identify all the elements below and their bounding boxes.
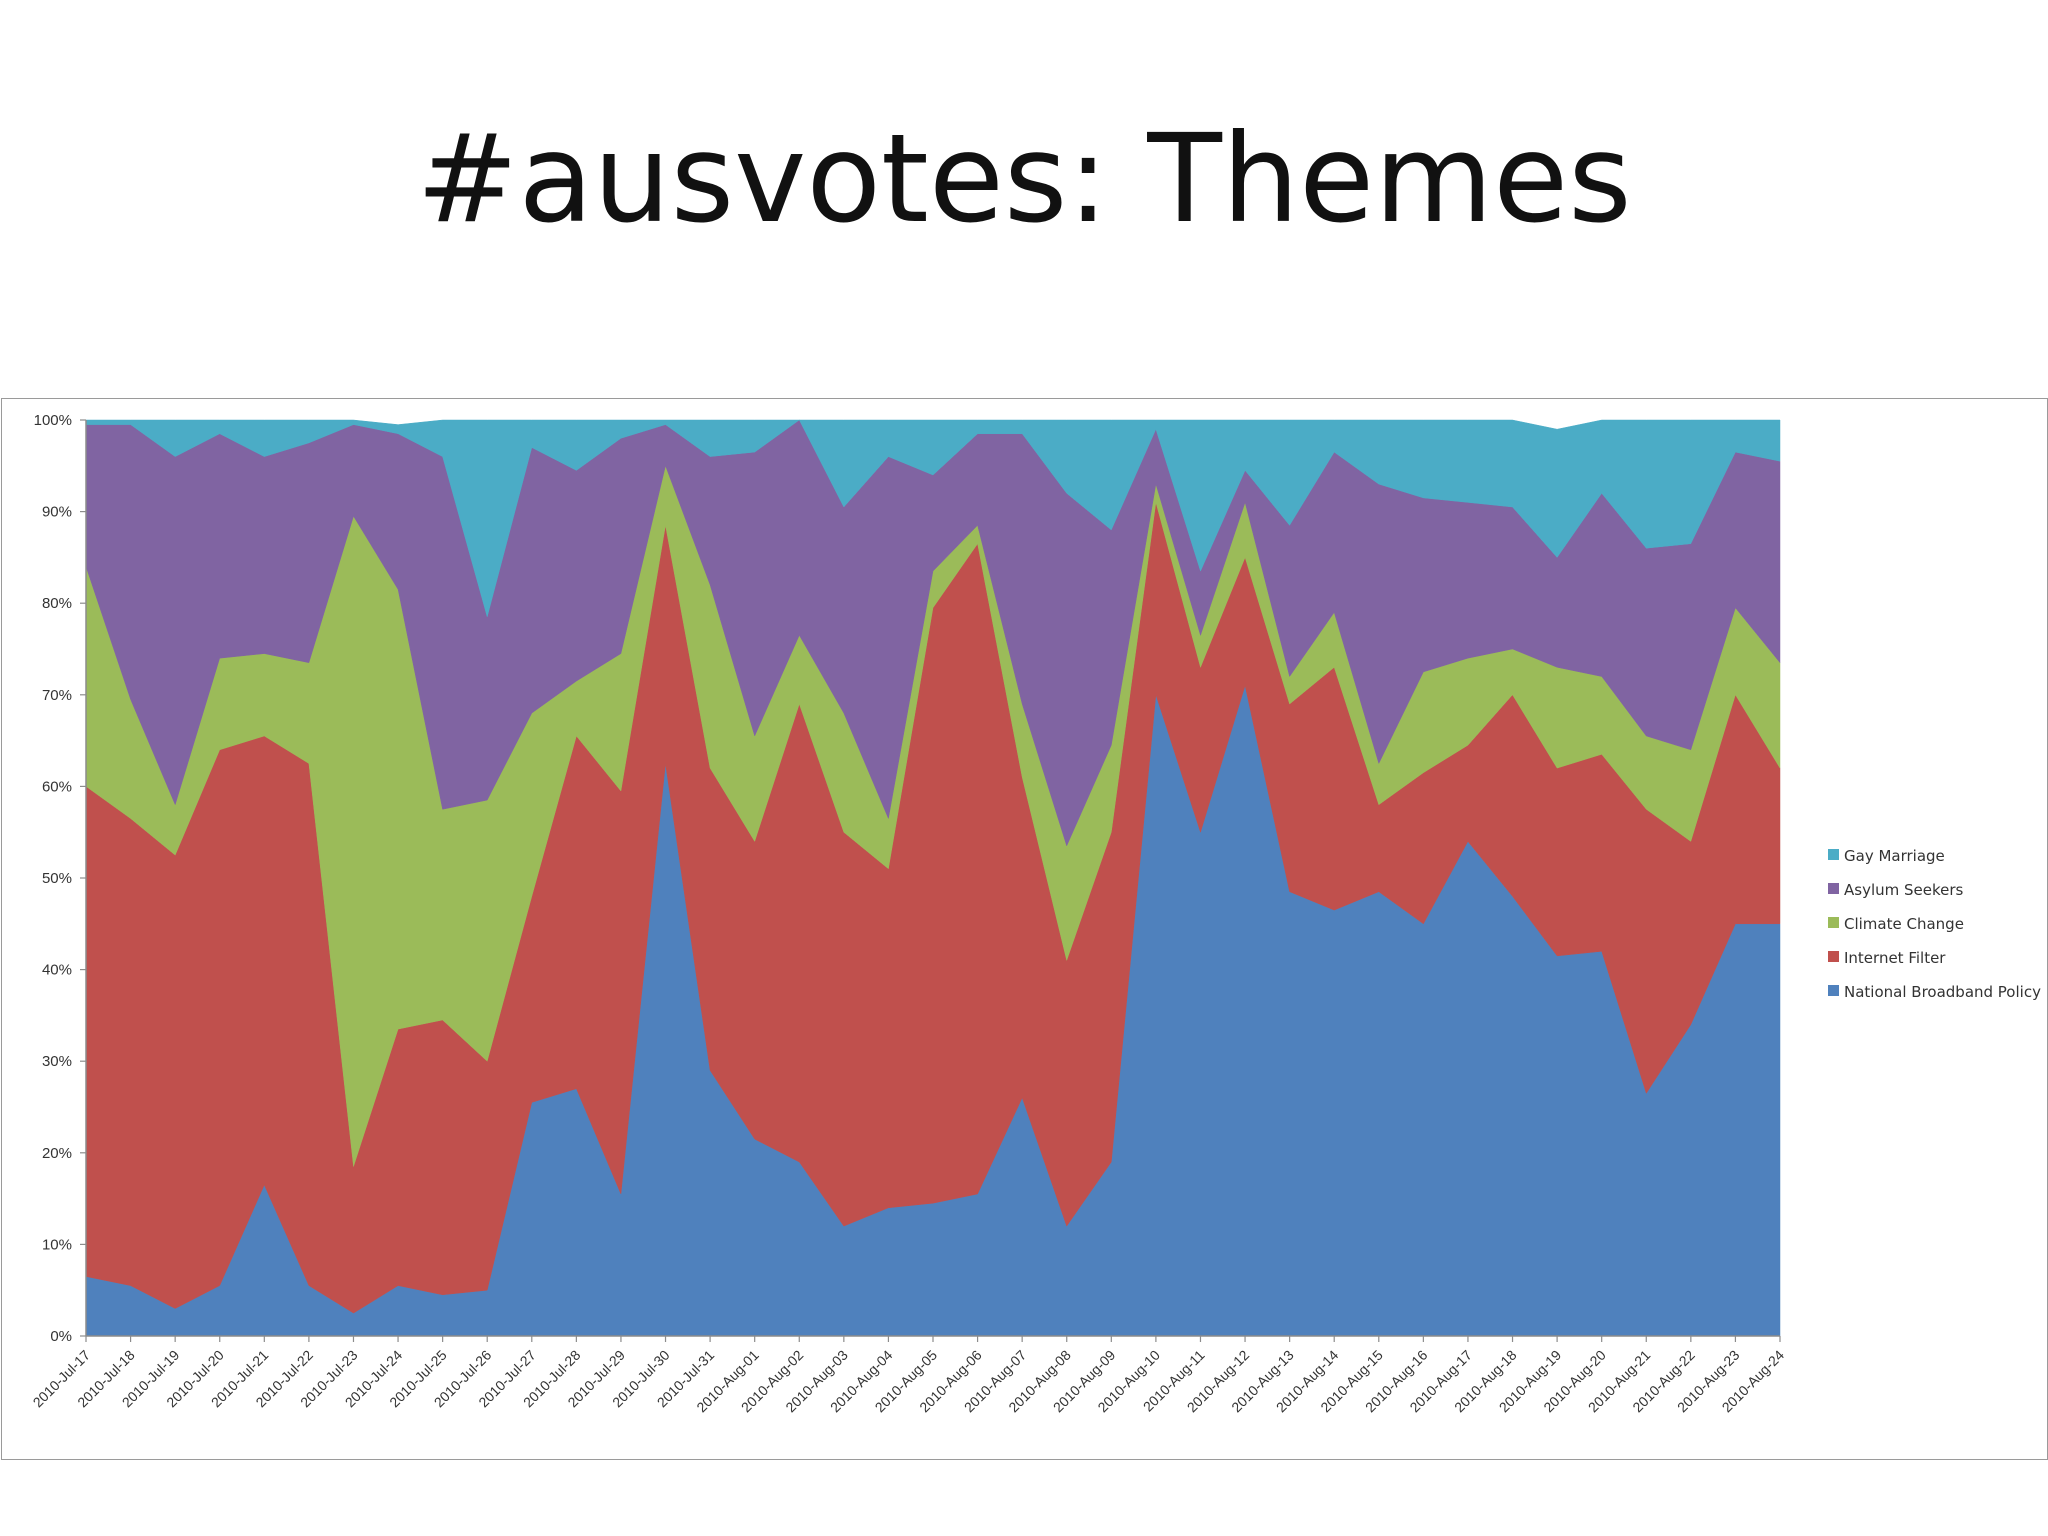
y-tick-label: 10% bbox=[42, 1236, 72, 1253]
y-tick-label: 80% bbox=[42, 595, 72, 612]
area-series-group bbox=[85, 419, 1781, 1337]
legend-label-gay-marriage: Gay Marriage bbox=[1844, 847, 1945, 865]
legend-swatch-internet-filter bbox=[1828, 951, 1839, 962]
y-tick-label: 50% bbox=[42, 870, 72, 887]
legend-swatch-asylum-seekers bbox=[1828, 883, 1839, 894]
legend-swatch-gay-marriage bbox=[1828, 849, 1839, 860]
slide-title: #ausvotes: Themes bbox=[416, 108, 1632, 250]
y-tick-label: 40% bbox=[42, 962, 72, 979]
legend-label-national-broadband-policy: National Broadband Policy bbox=[1844, 983, 2041, 1001]
legend-label-climate-change: Climate Change bbox=[1844, 915, 1964, 933]
stacked-area-chart: 0% 10% 20% 30% 40% 50% 60% 70% 80% 90% 100% 2010-J… bbox=[30, 412, 2042, 1416]
y-tick-label: 90% bbox=[42, 504, 72, 521]
y-tick-label: 60% bbox=[42, 778, 72, 795]
legend-label-asylum-seekers: Asylum Seekers bbox=[1844, 881, 1964, 899]
y-tick-label: 100% bbox=[34, 412, 72, 429]
x-axis-tick-labels: 2010-Jul-172010-Jul-182010-Jul-192010-Ju… bbox=[30, 1347, 1788, 1416]
y-tick-label: 0% bbox=[50, 1328, 72, 1345]
axes-group bbox=[80, 419, 1781, 1342]
y-axis-tick-labels: 0% 10% 20% 30% 40% 50% 60% 70% 80% 90% 100% bbox=[34, 412, 72, 1345]
y-tick-label: 20% bbox=[42, 1145, 72, 1162]
y-tick-label: 30% bbox=[42, 1053, 72, 1070]
y-tick-label: 70% bbox=[42, 687, 72, 704]
chart-frame: 0% 10% 20% 30% 40% 50% 60% 70% 80% 90% 100% 2010-J… bbox=[1, 398, 2048, 1460]
legend-swatch-climate-change bbox=[1828, 917, 1839, 928]
legend-swatch-national-broadband-policy bbox=[1828, 985, 1839, 996]
legend-label-internet-filter: Internet Filter bbox=[1844, 949, 1946, 967]
area-series-gay-marriage bbox=[85, 419, 1781, 618]
chart-legend: Gay Marriage Asylum Seekers Climate Change… bbox=[1828, 847, 2041, 1001]
